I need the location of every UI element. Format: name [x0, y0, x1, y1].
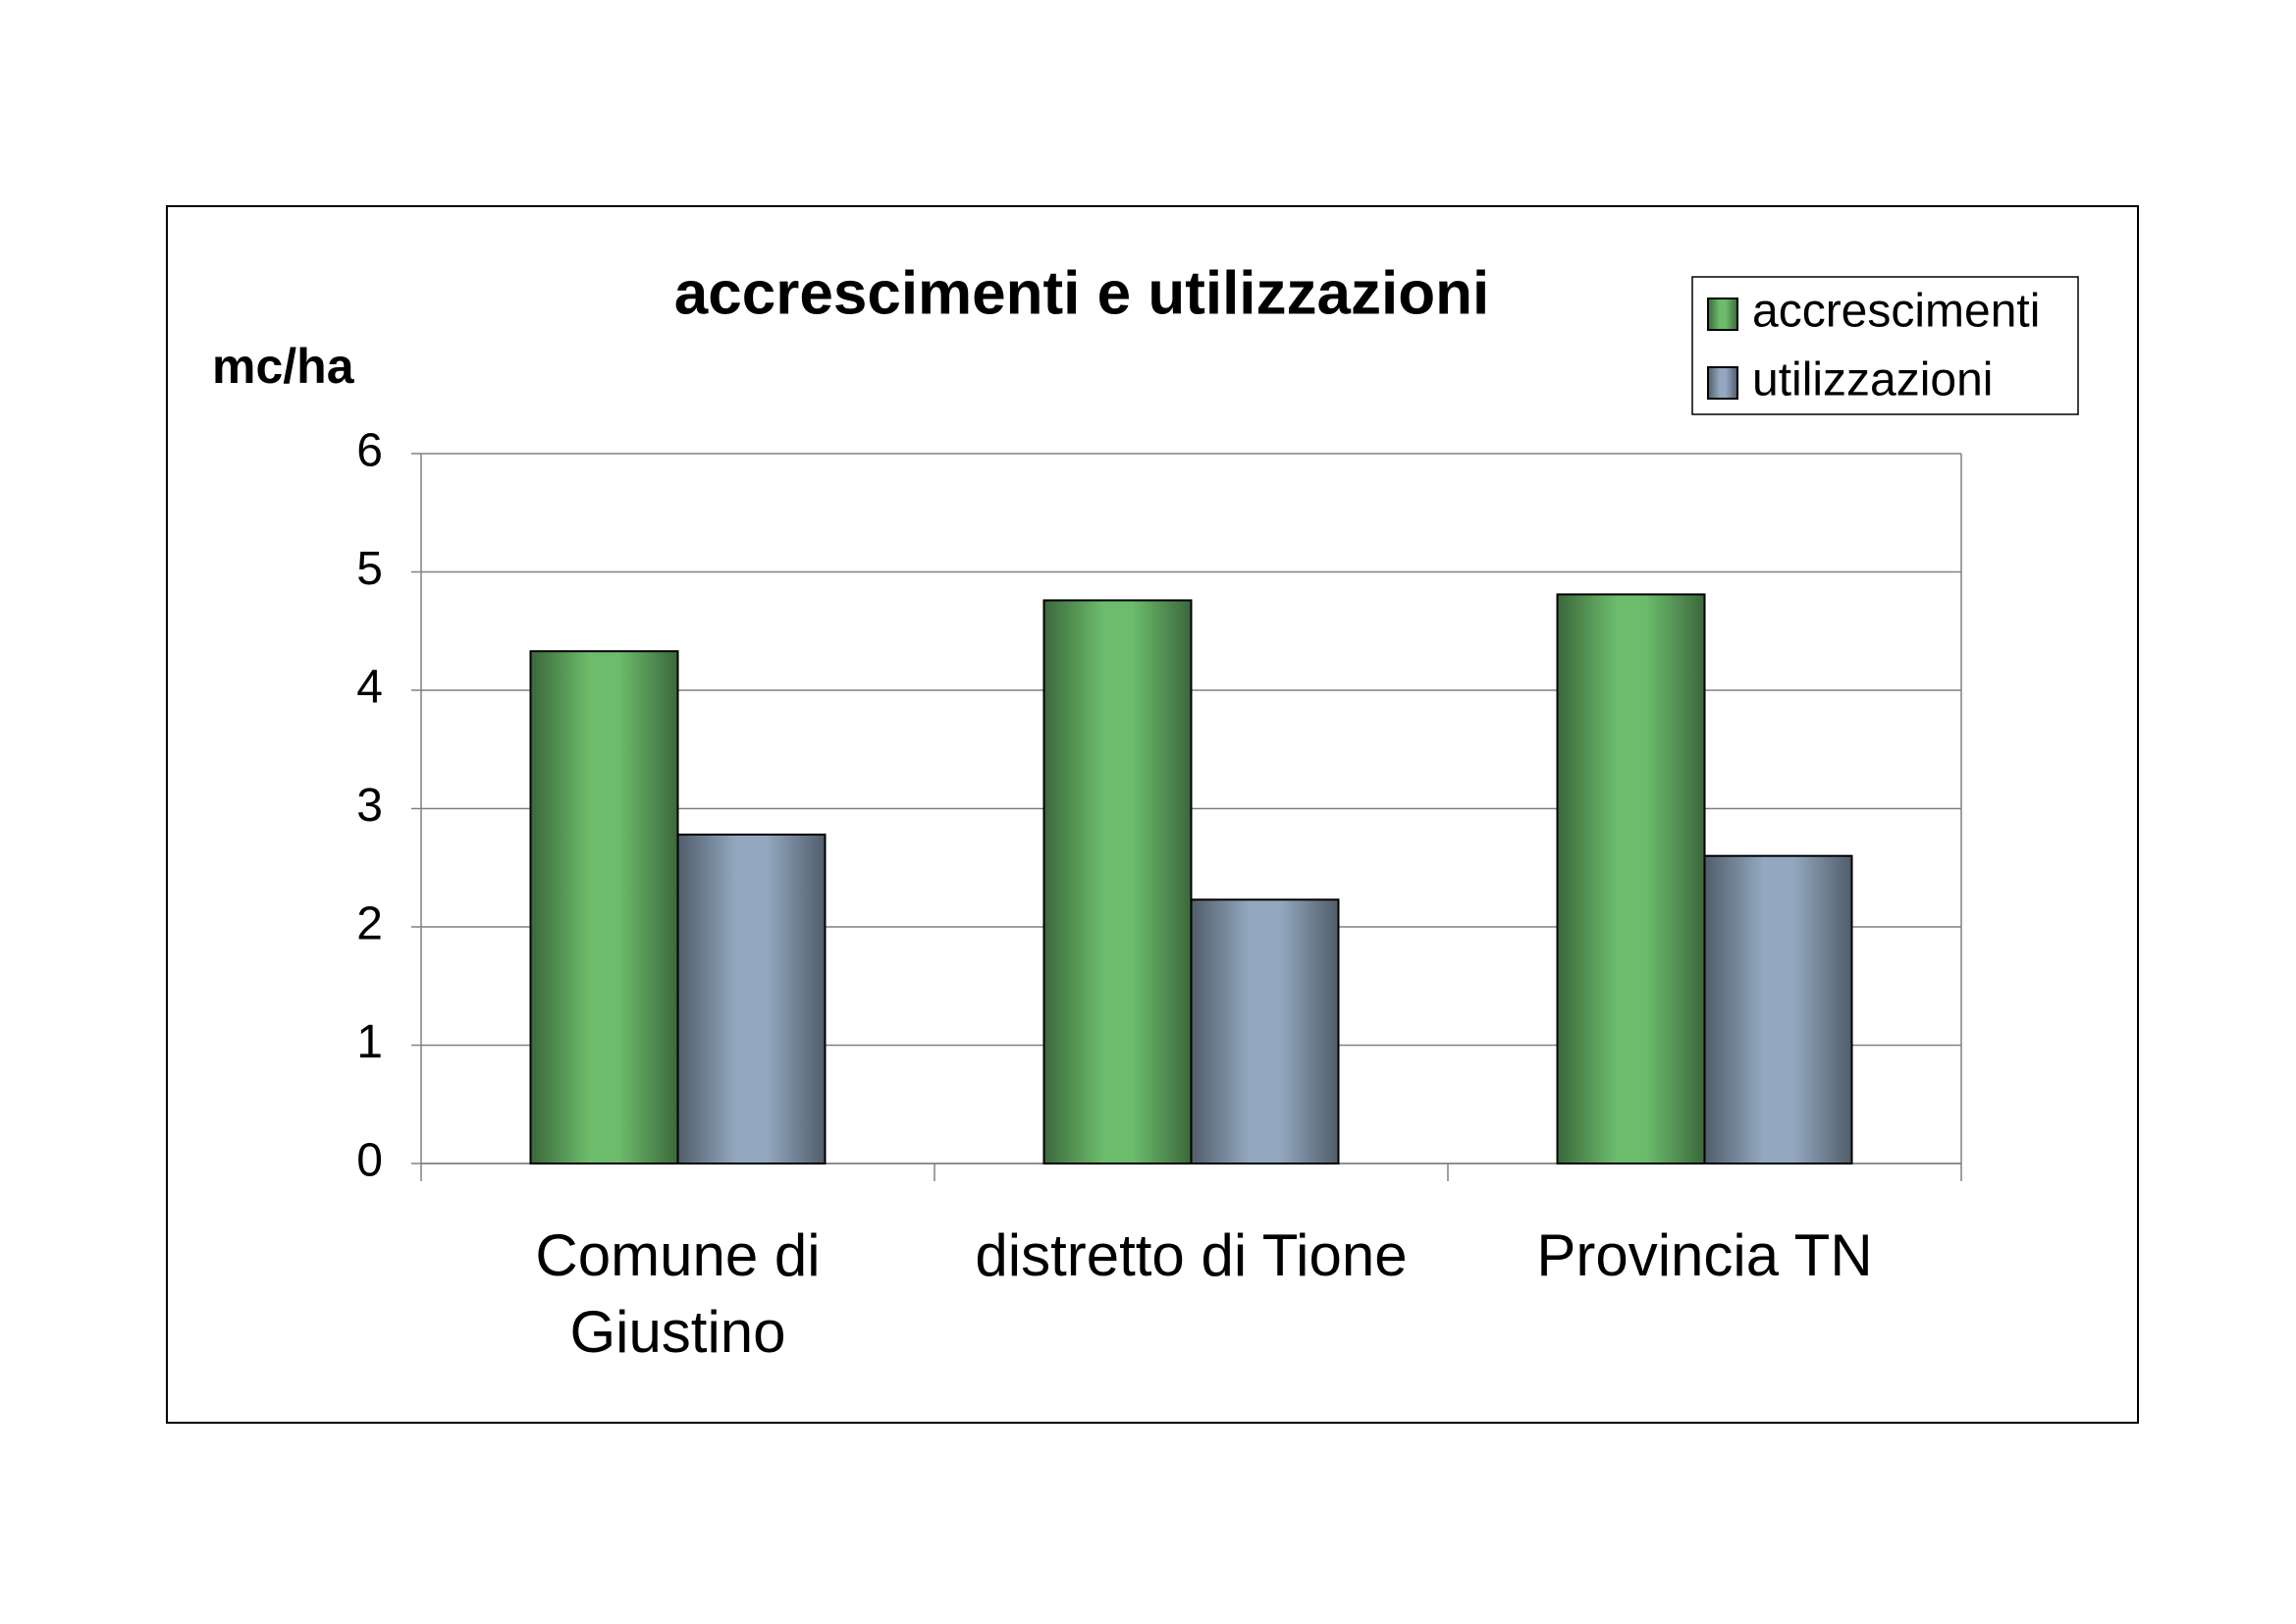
y-axis-label: mc/ha: [212, 339, 355, 394]
legend-swatch-shade: [1708, 298, 1737, 330]
y-tick-label: 5: [356, 543, 383, 595]
y-tick-label: 6: [356, 425, 383, 477]
legend: [1691, 276, 2079, 415]
bar-shade: [529, 650, 679, 1164]
chart-frame: [166, 205, 2139, 1424]
bar-shade: [1703, 854, 1853, 1164]
legend-swatch-shade: [1708, 367, 1737, 399]
y-tick-label: 3: [356, 780, 383, 832]
y-tick-label: 1: [356, 1016, 383, 1068]
chart-title: accrescimenti e utilizzazioni: [674, 259, 1489, 327]
x-tick-label: distretto di Tione: [975, 1222, 1408, 1288]
y-tick-label: 2: [356, 898, 383, 950]
x-tick-label: Provincia TN: [1536, 1222, 1873, 1288]
bar-shade: [1556, 593, 1706, 1164]
x-tick-label: Comune di Giustino: [535, 1222, 821, 1365]
legend-label: utilizzazioni: [1752, 354, 1993, 406]
y-tick-label: 0: [356, 1135, 383, 1187]
y-tick-label: 4: [356, 662, 383, 714]
bar-shade: [676, 834, 827, 1164]
bar-shade: [1190, 898, 1340, 1164]
legend-label: accrescimenti: [1752, 286, 2040, 338]
bar-shade: [1042, 599, 1193, 1164]
